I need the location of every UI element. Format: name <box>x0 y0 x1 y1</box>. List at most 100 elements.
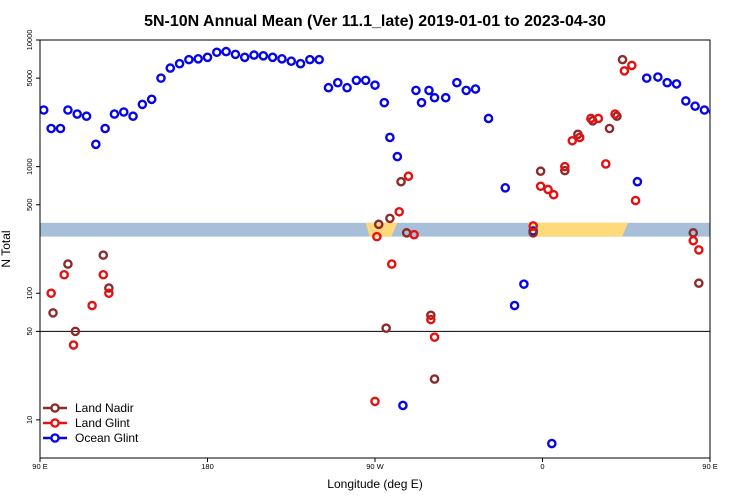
y-tick-label: 50 <box>25 327 34 335</box>
land-nadir-point <box>694 278 704 289</box>
ocean-glint-point <box>305 54 315 65</box>
ocean-glint-point <box>452 77 462 88</box>
land-nadir-point <box>381 323 391 333</box>
chart-title: 5N-10N Annual Mean (Ver 11.1_late) 2019-… <box>144 13 606 30</box>
legend-label-ocean-glint: Ocean Glint <box>75 431 139 445</box>
ocean-glint-point <box>440 92 451 103</box>
ocean-glint-point <box>632 176 643 187</box>
land-glint-point <box>87 300 97 311</box>
land-glint-point <box>736 343 743 350</box>
land-nadir-point <box>48 308 58 318</box>
x-tick-label: 90 W <box>366 462 384 471</box>
x-tick-label: 90 E <box>32 462 47 471</box>
x-tick-label: 180 <box>201 462 214 471</box>
ocean-glint-point <box>184 54 194 65</box>
ocean-glint-point <box>351 75 362 86</box>
land-glint-point <box>426 314 436 325</box>
x-tick-label: 90 E <box>702 462 717 471</box>
ocean-glint-point <box>690 101 700 112</box>
ocean-glint-point <box>547 438 557 449</box>
ocean-glint-point <box>109 109 120 119</box>
ocean-glint-point <box>519 279 529 289</box>
ocean-glint-point <box>323 82 334 93</box>
land-glint-point <box>528 221 538 231</box>
y-tick-label: 100 <box>25 287 34 300</box>
ocean-glint-point <box>46 123 56 134</box>
ocean-glint-point <box>230 49 241 60</box>
ocean-glint-point <box>398 400 408 411</box>
ocean-glint-point <box>314 54 324 65</box>
land-glint-point <box>694 245 704 255</box>
data-points <box>40 46 743 449</box>
land-glint-point <box>68 340 79 350</box>
ocean-glint-point <box>653 72 663 82</box>
x-tick-label: 0 <box>540 462 544 471</box>
ocean-glint-point <box>267 52 278 63</box>
land-nadir-point <box>373 219 384 230</box>
ocean-glint-point <box>500 183 511 193</box>
land-glint-point <box>98 269 109 280</box>
ocean-glint-point <box>681 96 691 106</box>
land-nadir-point <box>727 260 734 267</box>
ocean-glint-point <box>429 92 440 103</box>
land-glint-point <box>593 113 604 124</box>
ocean-glint-point <box>128 111 138 122</box>
ocean-glint-point <box>249 50 259 60</box>
land-glint-point <box>567 135 578 146</box>
ocean-glint-point <box>662 77 672 88</box>
land-nadir-point <box>396 176 406 187</box>
ocean-glint-point <box>63 105 73 115</box>
ocean-glint-point <box>470 84 481 94</box>
y-tick-label: 10 <box>25 416 34 424</box>
x-axis-label: Longitude (deg E) <box>327 477 422 491</box>
ocean-glint-point <box>239 52 250 63</box>
legend-label-land-glint: Land Glint <box>75 416 130 430</box>
ocean-glint-point <box>411 85 421 96</box>
land-nadir-point <box>734 328 741 335</box>
y-tick-label: 500 <box>25 198 34 211</box>
ocean-glint-point <box>212 47 222 58</box>
land-glint-point <box>394 206 404 217</box>
land-nadir-point <box>721 309 728 316</box>
series-land-nadir <box>48 54 741 384</box>
y-axis-ticks: 10 50 100 500 1000 5000 10000 <box>25 30 40 424</box>
ocean-glint-point <box>40 105 49 115</box>
land-strip-1 <box>527 222 629 237</box>
land-glint-point <box>600 159 611 169</box>
ocean-glint-point <box>146 94 157 105</box>
series-land-glint <box>46 60 743 407</box>
ocean-glint-point <box>174 58 185 69</box>
ocean-glint-point <box>699 105 710 115</box>
land-glint-point <box>543 184 553 195</box>
ocean-glint-point <box>295 58 306 69</box>
land-glint-point <box>688 235 699 246</box>
ocean-glint-point <box>360 75 371 86</box>
land-glint-point <box>429 332 440 342</box>
land-glint-point <box>46 288 56 299</box>
ocean-glint-point <box>509 300 520 311</box>
ocean-glint-point <box>55 123 66 134</box>
land-glint-point <box>574 132 585 143</box>
land-nadir-point <box>426 310 436 321</box>
land-glint-point <box>630 195 641 206</box>
legend-marker-land-glint <box>50 418 60 428</box>
ocean-glint-point <box>392 151 403 162</box>
ocean-glint-point <box>202 52 213 63</box>
ocean-glint-point <box>416 97 427 108</box>
y-tick-label: 1000 <box>25 158 34 175</box>
series-ocean-glint <box>40 46 726 449</box>
land-glint-point <box>386 259 397 269</box>
land-glint-point <box>370 396 380 407</box>
ocean-glint-point <box>461 85 471 96</box>
y-tick-label: 10000 <box>25 30 34 51</box>
ocean-glint-point <box>165 63 176 73</box>
ocean-glint-point <box>483 113 494 124</box>
land-glint-point <box>403 171 414 182</box>
land-nadir-point <box>604 123 615 134</box>
y-tick-label: 5000 <box>25 70 34 87</box>
ocean-glint-point <box>379 97 390 108</box>
ocean-glint-point <box>719 113 726 120</box>
ocean-glint-point <box>91 139 101 150</box>
ocean-glint-point <box>156 73 166 83</box>
